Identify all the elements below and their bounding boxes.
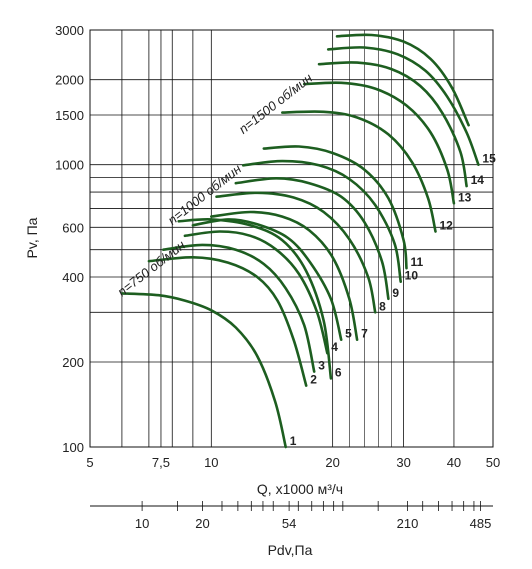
curve-label-7: 7 xyxy=(361,327,368,341)
curve-label-5: 5 xyxy=(345,327,352,341)
y-tick-label: 600 xyxy=(62,220,84,235)
fan-curve-7 xyxy=(210,210,359,341)
curve-label-10: 10 xyxy=(405,269,419,283)
fan-curve-6 xyxy=(177,217,333,380)
fan-curves xyxy=(120,33,480,449)
y-tick-label: 1500 xyxy=(55,108,84,123)
x-tick-label: 20 xyxy=(325,455,339,470)
x-tick-label: 50 xyxy=(486,455,500,470)
y-tick-label: 1000 xyxy=(55,158,84,173)
secondary-axis-tick-label: 54 xyxy=(282,516,296,531)
fan-curve-4 xyxy=(183,230,329,355)
secondary-axis-tick-label: 485 xyxy=(470,516,492,531)
fan-curve-10 xyxy=(241,159,402,283)
curve-label-4: 4 xyxy=(331,340,338,354)
speed-label: n=1500 об/мин xyxy=(236,70,315,136)
y-axis-ticks: 100 200 400 600 1000 1500 2000 3000 xyxy=(55,23,84,455)
x-axis-label: Q, x1000 м³/ч xyxy=(257,481,343,497)
x-axis-ticks: 5 7,5 10 20 30 40 50 xyxy=(86,455,500,470)
fan-curve-2 xyxy=(147,255,308,387)
curve-label-11: 11 xyxy=(410,255,423,269)
fan-curve-5 xyxy=(191,218,343,341)
x-tick-label: 5 xyxy=(86,455,93,470)
fan-curve-1 xyxy=(120,292,287,449)
fan-curve-9 xyxy=(234,176,390,301)
fan-curve-12 xyxy=(281,110,437,233)
y-tick-label: 400 xyxy=(62,270,84,285)
curve-label-1: 1 xyxy=(290,434,297,448)
curve-label-2: 2 xyxy=(310,373,317,387)
curve-label-9: 9 xyxy=(392,286,399,300)
x-tick-label: 30 xyxy=(396,455,410,470)
curve-label-14: 14 xyxy=(471,173,485,187)
curve-label-12: 12 xyxy=(440,218,454,232)
x-tick-label: 40 xyxy=(447,455,461,470)
y-tick-label: 200 xyxy=(62,355,84,370)
y-axis-label: Pv, Па xyxy=(24,217,40,258)
x-tick-label: 10 xyxy=(204,455,218,470)
x-tick-label: 7,5 xyxy=(152,455,170,470)
curve-label-3: 3 xyxy=(318,359,325,373)
curve-label-8: 8 xyxy=(379,299,386,313)
y-tick-label: 3000 xyxy=(55,23,84,38)
fan-curve-top xyxy=(335,33,470,127)
y-tick-label: 100 xyxy=(62,440,84,455)
fan-curve-14 xyxy=(317,61,468,188)
y-tick-label: 2000 xyxy=(55,73,84,88)
fan-curve-13 xyxy=(302,81,456,205)
speed-label: n=750 об/мин xyxy=(114,237,188,299)
secondary-axis-tick-label: 20 xyxy=(195,516,209,531)
fan-curve-15 xyxy=(326,46,480,166)
secondary-axis-label: Pdv,Па xyxy=(268,542,313,558)
fan-curve-11 xyxy=(262,145,408,270)
fan-curve-3 xyxy=(162,243,316,373)
secondary-axis: 10 20 54 210 485 xyxy=(90,501,493,531)
fan-curve-8 xyxy=(215,191,377,314)
curve-label-6: 6 xyxy=(335,365,342,379)
curve-label-15: 15 xyxy=(482,152,496,166)
secondary-axis-tick-label: 10 xyxy=(135,516,149,531)
curve-label-13: 13 xyxy=(458,190,472,204)
secondary-axis-tick-label: 210 xyxy=(397,516,419,531)
